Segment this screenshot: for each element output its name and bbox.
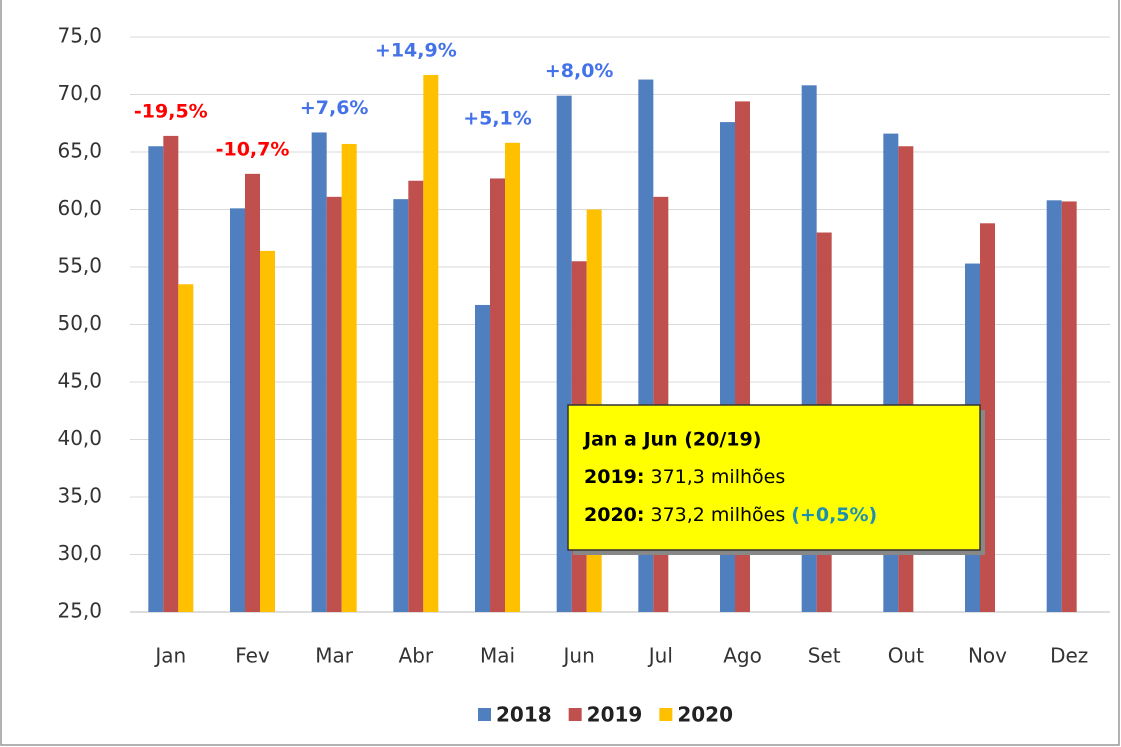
note-text: 373,2 milhões bbox=[650, 504, 785, 526]
x-tick-label: Nov bbox=[968, 644, 1007, 668]
y-tick-label: 45,0 bbox=[57, 369, 102, 393]
y-tick-label: 35,0 bbox=[57, 484, 102, 508]
legend-swatch bbox=[478, 708, 491, 721]
legend-label: 2020 bbox=[677, 703, 733, 727]
note-label: 2020: bbox=[584, 504, 644, 526]
y-tick-label: 60,0 bbox=[57, 196, 102, 220]
note-change: (+0,5%) bbox=[791, 504, 877, 526]
y-tick-label: 25,0 bbox=[57, 599, 102, 623]
x-tick-label: Ago bbox=[723, 644, 762, 668]
y-tick-label: 50,0 bbox=[57, 311, 102, 335]
x-tick-label: Set bbox=[808, 644, 841, 668]
bar bbox=[505, 142, 520, 613]
x-tick-label: Mar bbox=[315, 644, 354, 668]
x-tick-label: Jun bbox=[562, 644, 595, 668]
y-tick-label: 70,0 bbox=[57, 81, 102, 105]
change-label: +8,0% bbox=[545, 60, 614, 82]
note-text: 371,3 milhões bbox=[650, 466, 785, 488]
change-label: +14,9% bbox=[375, 39, 457, 61]
y-tick-label: 65,0 bbox=[57, 139, 102, 163]
bar bbox=[178, 284, 194, 612]
change-label: -10,7% bbox=[216, 138, 290, 160]
x-tick-label: Jan bbox=[153, 644, 186, 668]
y-tick-label: 30,0 bbox=[57, 541, 102, 565]
bar bbox=[311, 132, 327, 612]
change-label: -19,5% bbox=[134, 100, 208, 122]
bar bbox=[163, 135, 179, 612]
y-tick-label: 75,0 bbox=[57, 24, 102, 48]
bar bbox=[423, 74, 439, 612]
bar bbox=[260, 250, 275, 612]
bar bbox=[408, 180, 424, 612]
note-label: 2019: bbox=[584, 466, 644, 488]
x-tick-label: Dez bbox=[1050, 644, 1088, 668]
note-title: Jan a Jun (20/19) bbox=[582, 429, 761, 451]
legend-label: 2018 bbox=[496, 703, 552, 727]
x-tick-label: Abr bbox=[399, 644, 434, 668]
bar bbox=[1046, 200, 1062, 613]
y-tick-label: 40,0 bbox=[57, 426, 102, 450]
note-line: 2019: 371,3 milhões bbox=[584, 466, 785, 488]
note-box bbox=[567, 404, 981, 551]
bar bbox=[490, 178, 505, 612]
bar bbox=[393, 199, 409, 612]
x-tick-label: Mai bbox=[480, 644, 515, 668]
bar bbox=[230, 208, 245, 612]
x-tick-label: Jul bbox=[647, 644, 673, 668]
legend-swatch bbox=[659, 708, 673, 721]
legend-label: 2019 bbox=[587, 703, 643, 727]
change-label: +7,6% bbox=[300, 97, 369, 119]
legend-swatch bbox=[568, 708, 582, 721]
bar bbox=[245, 173, 260, 612]
bar bbox=[1061, 201, 1077, 612]
bar bbox=[326, 196, 342, 612]
bar bbox=[341, 143, 357, 612]
bar bbox=[475, 304, 490, 612]
y-tick-label: 55,0 bbox=[57, 254, 102, 278]
change-label: +5,1% bbox=[463, 107, 532, 129]
bar bbox=[148, 146, 164, 612]
note-line: 2020: 373,2 milhões (+0,5%) bbox=[584, 504, 877, 526]
x-tick-label: Out bbox=[888, 644, 924, 668]
x-tick-label: Fev bbox=[235, 644, 270, 668]
